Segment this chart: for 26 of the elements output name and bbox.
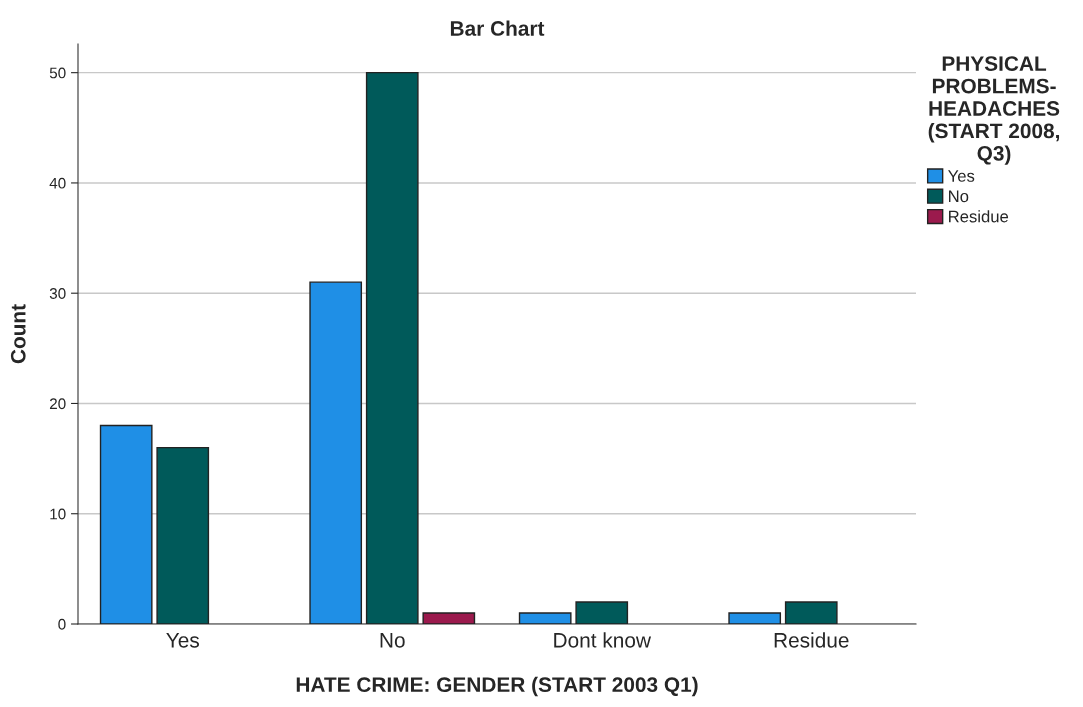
y-tick-label: 30: [49, 288, 66, 299]
bar: [728, 612, 782, 624]
x-tick-label: No: [380, 633, 405, 648]
bar: [784, 601, 838, 624]
y-tick-label: 0: [58, 618, 66, 630]
legend-label: Yes: [948, 170, 975, 182]
bar: [365, 71, 419, 624]
bar: [156, 446, 210, 624]
x-tick-label: Dont know: [554, 632, 652, 648]
legend-title: PHYSICAL PROBLEMS- HEADACHES (START 2008, Q3): [928, 56, 1060, 165]
chart-title: Bar Chart: [450, 20, 545, 36]
legend-label: Residue: [949, 210, 1009, 223]
y-tick-label: 40: [49, 177, 66, 189]
y-axis-title: Count: [10, 304, 26, 364]
x-axis-title: HATE CRIME: GENDER (START 2003 Q1): [296, 676, 698, 697]
bar: [309, 281, 363, 624]
legend-label: No: [949, 190, 969, 203]
y-tick-label: 10: [50, 508, 66, 520]
x-tick-label: Yes: [166, 633, 199, 648]
bar: [99, 424, 153, 624]
bar: [518, 612, 572, 624]
x-tick-label: Residue: [774, 632, 849, 648]
bar: [422, 612, 476, 624]
y-tick-label: 20: [49, 398, 66, 410]
bar: [575, 601, 629, 624]
y-tick-label: 50: [49, 67, 66, 79]
